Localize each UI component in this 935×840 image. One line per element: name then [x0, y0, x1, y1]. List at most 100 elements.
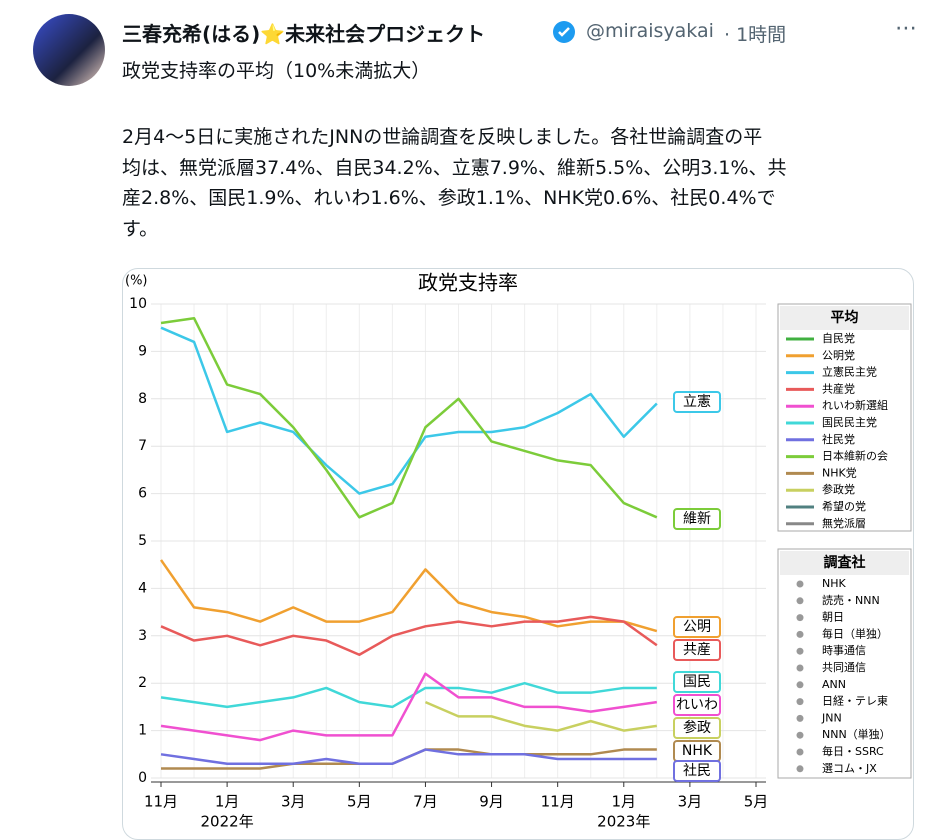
body-line: す。: [122, 217, 159, 240]
series-line: [160, 681, 657, 709]
legend-label: 自民党: [822, 332, 855, 345]
series-tag: [673, 717, 721, 739]
legend-label: 参政党: [822, 482, 855, 496]
body-line: 均は、無党派層37.4%、自民34.2%、立憲7.9%、維新5.5%、公明3.1…: [122, 156, 787, 179]
series-label: れいわ: [676, 697, 718, 713]
legend-label: NHK党: [822, 466, 857, 479]
series-line: [160, 748, 657, 766]
pollster-label: 日経・テレ東: [822, 695, 888, 708]
series-label: 共産: [683, 642, 711, 658]
series-tag: [673, 694, 721, 716]
series-tag: [673, 508, 721, 530]
handle[interactable]: @miraisyakai: [586, 20, 714, 42]
legend-label: 公明党: [822, 349, 855, 362]
year-label: 2023年: [597, 813, 650, 831]
pollster-symbol: [796, 630, 804, 638]
y-tick-label: 8: [138, 391, 147, 407]
verified-badge: [553, 21, 575, 43]
series-line: [160, 615, 658, 657]
year-label: 2022年: [201, 813, 254, 831]
x-tick-label: 11月: [541, 793, 575, 811]
legend-label: れいわ新選組: [822, 398, 888, 412]
series-tag: [673, 760, 721, 782]
legend-label: 社民党: [822, 432, 855, 446]
series-tag: [673, 616, 721, 638]
legend-label: 無党派層: [822, 516, 866, 530]
x-tick-label: 5月: [744, 793, 769, 811]
pollster-label: 読売・NNN: [822, 593, 880, 607]
legend-label: 希望の党: [822, 499, 866, 513]
series-label: 維新: [683, 511, 711, 527]
legend-box: [777, 303, 912, 532]
pollster-label: 時事通信: [822, 644, 866, 657]
y-tick-label: 5: [138, 533, 147, 549]
series-label: 立憲: [683, 393, 711, 410]
x-tick-label: 1月: [215, 793, 240, 811]
series-label: 公明: [683, 619, 711, 635]
legend-label: 国民民主党: [822, 416, 877, 429]
pollster-symbol: [796, 597, 804, 605]
x-tick-label: 3月: [281, 793, 306, 811]
pollster-symbol: [796, 681, 804, 689]
series-line: [424, 701, 658, 732]
y-tick-label: 7: [138, 438, 147, 454]
author-name[interactable]: 三春充希(はる)⭐未来社会プロジェクト: [122, 22, 486, 46]
y-tick-label: 2: [138, 675, 147, 691]
series-line: [159, 559, 658, 633]
series-line: [160, 316, 658, 519]
post-title: 政党支持率の平均（10%未満拡大）: [122, 60, 431, 82]
series-line: [160, 326, 658, 495]
x-tick-label: 3月: [678, 793, 703, 811]
avatar[interactable]: [33, 14, 105, 86]
pollster-symbol: [796, 580, 804, 588]
y-tick-label: 1: [138, 723, 147, 739]
pollster-label: 毎日・SSRC: [822, 745, 884, 758]
series-tag: [673, 391, 721, 413]
pollster-header: [780, 551, 909, 575]
pollster-symbol: [796, 614, 804, 622]
pollster-symbol: [796, 714, 804, 722]
y-tick-label: 10: [129, 296, 147, 312]
media-card[interactable]: 政党支持率 (%) 0 1 2 3 4 5 6 7 8 9 10 11月 1月 3月 5月 7月 9月 11月 1月 3月…: [122, 268, 914, 840]
x-tick-label: 9月: [479, 793, 504, 811]
legend-label: 日本維新の会: [822, 449, 888, 463]
pollster-label: 朝日: [822, 611, 844, 624]
series-tag: [673, 639, 721, 661]
chart: 政党支持率 (%) 0 1 2 3 4 5 6 7 8 9 10 11月 1月 3月 5月 7月 9月 11月 1月 3月…: [125, 271, 912, 831]
pollster-label: JNN: [821, 711, 842, 724]
timestamp[interactable]: · 1時間: [724, 24, 787, 46]
pollster-symbol: [796, 748, 804, 756]
pollster-label: 共同通信: [822, 661, 866, 674]
legend-title: 平均: [831, 309, 859, 326]
pollster-symbol: [796, 731, 804, 739]
pollster-symbol: [796, 647, 804, 655]
y-tick-label: 9: [138, 343, 147, 359]
y-tick-label: 4: [138, 580, 147, 596]
series-label: 社民: [683, 763, 711, 779]
body-line: 産2.8%、国民1.9%、れいわ1.6%、参政1.1%、NHK党0.6%、社民0…: [122, 187, 776, 209]
series-tag: [673, 671, 721, 693]
pollster-symbol: [796, 765, 804, 773]
legend-label: 共産党: [822, 382, 855, 395]
legend-label: 立憲民主党: [822, 365, 877, 379]
series-line: [160, 672, 658, 742]
series-label: NHK: [682, 743, 713, 759]
y-tick-label: 6: [138, 486, 147, 502]
chart-title: 政党支持率: [418, 271, 518, 295]
series-label: 参政: [683, 719, 711, 736]
pollster-title: 調査社: [824, 554, 866, 571]
x-tick-label: 5月: [347, 793, 372, 811]
y-tick-label: 0: [138, 770, 147, 786]
pollster-label: ANN: [822, 678, 846, 691]
pollster-label: 選コム・JX: [822, 762, 877, 775]
pollster-symbol: [796, 664, 804, 672]
x-tick-label: 1月: [612, 793, 637, 811]
series-label: 国民: [683, 674, 711, 690]
legend-header: [780, 306, 909, 330]
more-menu[interactable]: ⋯: [895, 16, 917, 41]
pollster-symbol: [796, 698, 804, 706]
y-unit: (%): [125, 274, 148, 289]
pollster-label: NNN（単独）: [822, 727, 891, 741]
x-tick-label: 7月: [413, 793, 438, 811]
x-tick-label: 11月: [144, 793, 178, 811]
